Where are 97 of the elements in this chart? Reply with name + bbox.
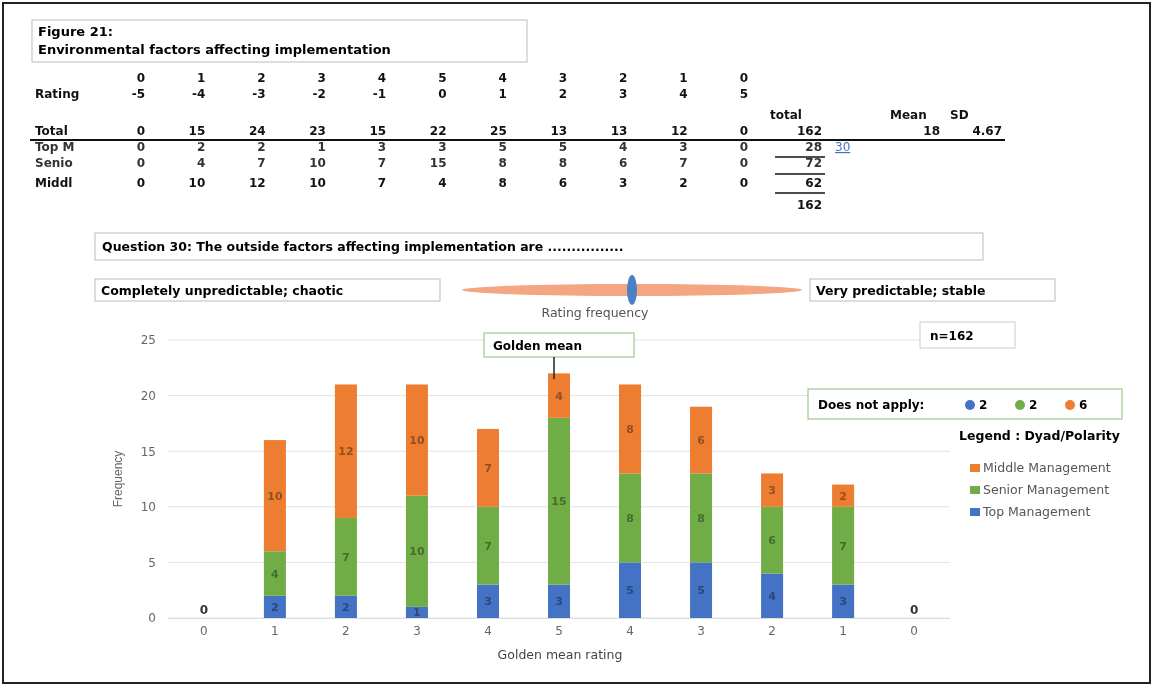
y-tick-label: 15 [140, 444, 156, 459]
data-label: 3 [484, 595, 492, 609]
y-axis-title: Frequency [111, 450, 125, 508]
bar [832, 584, 855, 618]
data-label: 8 [626, 422, 634, 436]
chart-subtitle: Question 30: The outside factors affecting implementation are ................ [102, 239, 624, 254]
bar [334, 595, 357, 618]
legend-label: Top Management [982, 504, 1091, 519]
text: 6 [1079, 398, 1088, 412]
annotation: Does not apply: [818, 398, 925, 412]
bar [334, 384, 357, 518]
x-tick-label: 1 [839, 623, 847, 638]
bar [547, 417, 571, 585]
text: Rating -5 -4 -3 -2 -1 0 1 2 3 4 5 [35, 87, 748, 101]
data-label: 2 [839, 489, 847, 503]
bar [832, 506, 855, 585]
text: 2 [1029, 398, 1038, 412]
data-label: 4 [768, 589, 777, 603]
text: 2 [979, 398, 988, 412]
legend-label: Senior Management [983, 482, 1110, 497]
data-label: 7 [342, 550, 350, 564]
bar [690, 562, 713, 618]
bar [405, 384, 428, 496]
bar [832, 484, 855, 507]
bar [761, 573, 784, 618]
text: Middl 0 10 12 10 7 4 8 6 3 2 0 62 [35, 176, 822, 190]
data-label: 10 [409, 434, 425, 448]
text: 162 [796, 198, 822, 212]
bar [263, 440, 286, 552]
x-tick-label: 0 [910, 623, 918, 638]
annotation: Golden mean [493, 339, 582, 353]
chart-title: Figure 21: Environmental factors affecting implementation [38, 24, 391, 57]
data-label: 10 [409, 545, 425, 559]
bar [761, 506, 784, 574]
data-label: 3 [555, 595, 563, 609]
bar [263, 551, 286, 596]
x-tick-label: 0 [200, 623, 208, 638]
data-label: 2 [342, 600, 350, 614]
data-label: 8 [626, 511, 634, 525]
x-tick-label: 2 [342, 623, 350, 638]
bar [476, 428, 499, 507]
legend-label: Middle Management [983, 460, 1111, 475]
x-tick-label: 4 [484, 623, 492, 638]
annotation: n=162 [930, 329, 974, 343]
data-label: 15 [551, 495, 567, 509]
bar [619, 562, 642, 618]
data-label: 4 [271, 567, 280, 581]
bar [690, 473, 713, 563]
data-label: 7 [839, 539, 847, 553]
bar [761, 473, 784, 507]
y-tick-label: 0 [148, 611, 156, 626]
bar [334, 517, 357, 596]
x-tick-label: 3 [413, 623, 421, 638]
data-label: 5 [626, 584, 634, 598]
data-label: 4 [555, 389, 564, 403]
bar [547, 584, 571, 618]
bar [476, 506, 499, 585]
text: 0 1 2 3 4 5 4 3 2 1 0 [136, 71, 748, 85]
data-label: 3 [839, 595, 847, 609]
bar [476, 584, 499, 618]
bar [690, 406, 713, 474]
text: Rating frequency [541, 305, 650, 320]
text: Senio 0 4 7 10 7 15 8 8 6 7 0 72 [35, 156, 822, 170]
bar [405, 495, 428, 607]
bar [547, 373, 571, 418]
x-axis-title: Golden mean rating [497, 647, 623, 662]
y-tick-label: 20 [140, 388, 156, 403]
legend-title: Legend : Dyad/Polarity [959, 428, 1120, 443]
text: Very predictable; stable [816, 283, 986, 298]
data-label: 12 [338, 445, 354, 459]
data-label: 1 [413, 606, 421, 620]
x-tick-label: 5 [555, 623, 563, 638]
x-tick-label: 2 [768, 623, 776, 638]
total-label: 0 [199, 603, 209, 617]
text: Total 0 15 24 23 15 22 25 13 13 12 0 162 18 4.67 [35, 124, 1002, 138]
data-label: 5 [697, 584, 705, 598]
data-label: 6 [697, 434, 706, 448]
text: total Mean SD [770, 108, 969, 122]
y-tick-label: 10 [140, 500, 156, 515]
y-tick-label: 25 [140, 333, 156, 348]
data-label: 3 [768, 484, 776, 498]
text: Top M 0 2 2 1 3 3 5 5 4 3 0 28 30 [35, 140, 851, 154]
data-label: 7 [484, 461, 492, 475]
x-tick-label: 1 [271, 623, 279, 638]
total-label: 0 [909, 603, 919, 617]
data-label: 8 [697, 511, 705, 525]
x-tick-label: 4 [626, 623, 634, 638]
text: Completely unpredictable; chaotic [101, 283, 344, 298]
x-tick-label: 3 [697, 623, 705, 638]
data-label: 2 [271, 600, 279, 614]
data-label: 10 [267, 489, 283, 503]
bar [619, 384, 642, 474]
y-tick-label: 5 [148, 555, 156, 570]
data-label: 6 [768, 534, 777, 548]
data-label: 7 [484, 539, 492, 553]
bar [619, 473, 642, 563]
bar [263, 595, 286, 618]
